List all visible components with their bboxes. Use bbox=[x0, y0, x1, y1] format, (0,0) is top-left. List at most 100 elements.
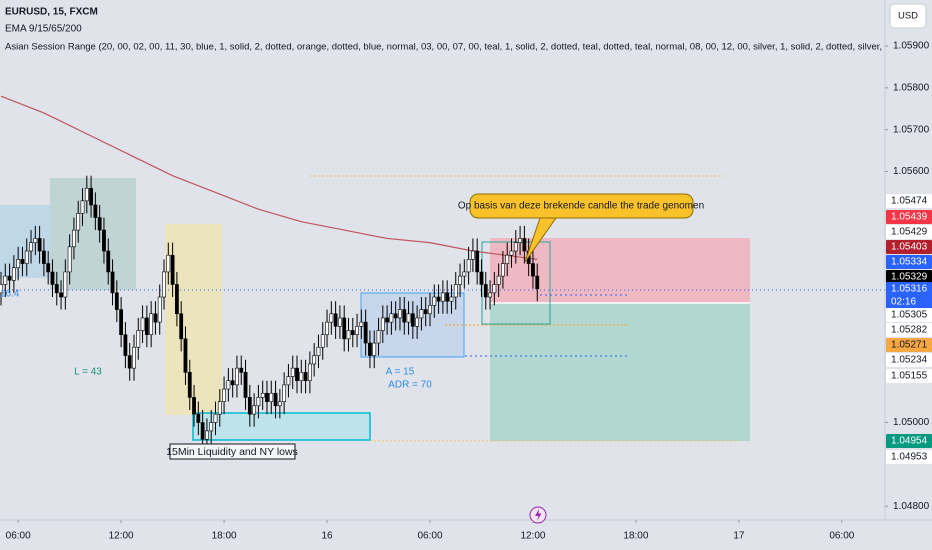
price-label-bg bbox=[886, 255, 932, 269]
candle-body bbox=[29, 242, 33, 252]
candle-body bbox=[359, 321, 364, 327]
candle-body bbox=[277, 401, 282, 407]
candle-body bbox=[16, 259, 21, 269]
candle-body bbox=[33, 238, 38, 243]
candle-body bbox=[265, 392, 269, 402]
ema-line bbox=[0, 95, 538, 260]
candle-body bbox=[496, 275, 501, 285]
price-label: 1.04954 bbox=[891, 436, 928, 447]
candle-body bbox=[372, 342, 377, 356]
candle-body bbox=[453, 284, 458, 298]
y-tick-label: 1.05900 bbox=[893, 41, 930, 52]
candle-body bbox=[303, 372, 308, 381]
candle-body bbox=[72, 229, 76, 248]
candle-body bbox=[50, 271, 55, 285]
candle-body bbox=[153, 313, 158, 323]
candle-body bbox=[205, 430, 209, 440]
candle-body bbox=[0, 284, 3, 294]
candle-body bbox=[436, 296, 441, 302]
x-tick-label: 18:00 bbox=[212, 531, 237, 542]
y-tick-label: 1.05600 bbox=[893, 166, 930, 177]
candle-body bbox=[59, 292, 63, 298]
candle-body bbox=[368, 342, 372, 356]
price-label-bg bbox=[886, 225, 932, 239]
candle-body bbox=[7, 275, 12, 281]
candle-body bbox=[333, 313, 338, 327]
event-icon-bolt[interactable] bbox=[535, 509, 542, 521]
adr-label: ADR = 70 bbox=[388, 380, 432, 391]
candle-body bbox=[440, 292, 445, 302]
candle-body bbox=[531, 263, 535, 277]
candle-body bbox=[290, 367, 295, 377]
candle-body bbox=[488, 292, 492, 298]
price-countdown: 02:16 bbox=[891, 297, 916, 308]
candle-body bbox=[136, 330, 141, 348]
candle-body bbox=[102, 229, 106, 252]
y-tick-label: 1.05800 bbox=[893, 82, 930, 93]
candle-body bbox=[84, 187, 89, 202]
candle-body bbox=[466, 259, 471, 273]
candle-body bbox=[419, 309, 424, 319]
candle-body bbox=[179, 313, 184, 340]
candle-body bbox=[67, 246, 72, 273]
session-box bbox=[165, 224, 222, 415]
candle-body bbox=[149, 313, 154, 335]
candle-body bbox=[213, 413, 218, 423]
price-label: 1.05271 bbox=[891, 340, 928, 351]
session-box bbox=[50, 178, 136, 290]
candle-body bbox=[192, 397, 196, 415]
candle-body bbox=[166, 254, 171, 273]
candle-body bbox=[93, 204, 98, 218]
candle-body bbox=[157, 296, 162, 323]
plot bbox=[0, 95, 540, 452]
candle-body bbox=[325, 321, 329, 335]
candle-body bbox=[428, 305, 432, 315]
price-label: 1.05155 bbox=[891, 371, 928, 382]
price-label: 1.05429 bbox=[891, 227, 928, 238]
candle-body bbox=[269, 392, 274, 402]
candle-body bbox=[243, 372, 248, 398]
session-box bbox=[0, 205, 50, 278]
currency-label[interactable]: USD bbox=[898, 11, 918, 22]
symbol: EURUSD, 15, FXCM bbox=[5, 7, 98, 18]
candle-body bbox=[286, 376, 291, 386]
x-tick-label: 18:00 bbox=[623, 531, 648, 542]
candle-body bbox=[329, 313, 334, 323]
currency-button[interactable] bbox=[889, 3, 927, 29]
price-label-bg bbox=[886, 240, 932, 254]
candle-body bbox=[423, 309, 428, 315]
callout-box bbox=[469, 193, 694, 219]
candle-body bbox=[282, 384, 287, 402]
candle-body bbox=[170, 254, 175, 285]
y-tick-label: 1.04800 bbox=[893, 501, 930, 512]
candle-body bbox=[513, 242, 518, 252]
candle-body bbox=[3, 275, 8, 285]
price-label-bg bbox=[886, 194, 932, 208]
candle-body bbox=[80, 200, 85, 214]
candle-body bbox=[174, 284, 179, 315]
price-label-bg bbox=[886, 270, 932, 284]
candle-body bbox=[406, 313, 411, 323]
price-label-bg bbox=[886, 338, 932, 352]
x-tick-label: 12:00 bbox=[109, 531, 134, 542]
candle-body bbox=[492, 284, 497, 294]
liquidity-label: 15Min Liquidity and NY lows bbox=[166, 446, 298, 458]
y-tick-label: 1.05700 bbox=[893, 124, 930, 135]
callout-text: Op basis van deze brekende candle the tr… bbox=[458, 201, 704, 212]
candle-body bbox=[316, 346, 321, 356]
candle-body bbox=[522, 238, 527, 252]
candle-body bbox=[196, 413, 201, 423]
candle-body bbox=[320, 334, 325, 348]
candle-body bbox=[398, 309, 402, 319]
price-label-bg bbox=[886, 210, 932, 224]
candle-body bbox=[410, 313, 415, 327]
candle-body bbox=[355, 326, 359, 335]
candle-body bbox=[119, 309, 124, 335]
candle-body bbox=[217, 401, 222, 415]
candle-body bbox=[239, 367, 244, 373]
y-tick-label: 1.05000 bbox=[893, 417, 930, 428]
candle-body bbox=[54, 284, 59, 294]
candle-body bbox=[247, 397, 252, 415]
